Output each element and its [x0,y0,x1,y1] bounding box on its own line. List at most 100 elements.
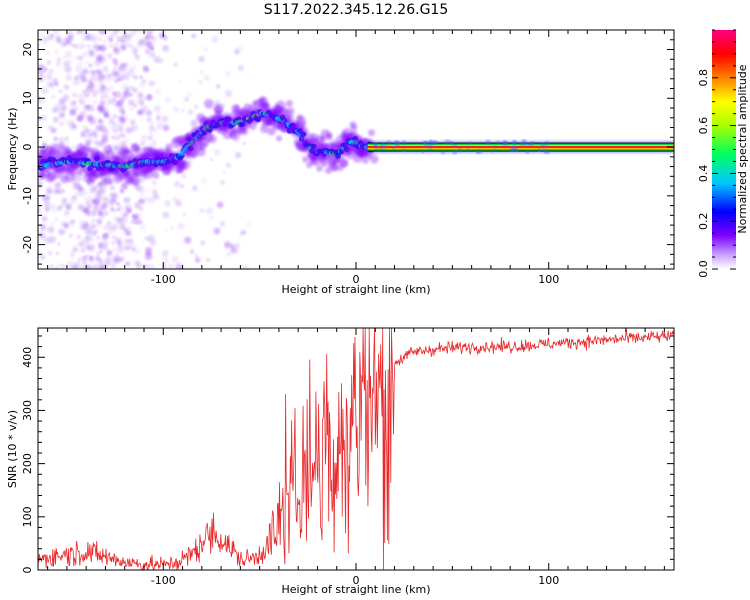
spectrogram-noise-mark [103,31,107,35]
spectrogram-noise-mark [43,200,51,208]
spectrogram-noise-mark [129,44,134,49]
spectrogram-noise-mark [58,121,64,127]
spectrogram-noise-mark [79,265,86,269]
spectrogram-noise-mark [24,172,27,175]
spectrogram-band-speckle [521,140,528,147]
spectrogram-noise-mark [146,41,153,48]
spectrogram-noise-mark [77,93,84,100]
spectrogram-noise-mark [182,212,187,217]
spectrogram-noise-mark [133,103,137,108]
spectrogram-noise-mark [83,104,90,111]
spectrogram-noise-mark [165,229,170,233]
spectrogram-noise-mark [52,77,59,84]
spectrogram-noise-mark [88,205,92,209]
spectrogram-noise-mark [117,74,125,81]
spectrogram-noise-mark [81,223,89,231]
spectrogram-noise-mark [112,99,116,103]
spectrogram-band-speckle [511,145,518,151]
spectrogram-noise-mark [120,63,125,68]
spectrogram-noise-mark [128,99,135,106]
spectrogram-band-speckle [512,140,517,144]
spectrogram-noise-mark [49,82,55,88]
snr-ytick-label: 0 [21,567,34,574]
spectrogram-noise-mark [241,264,249,269]
spectrogram-noise-mark [113,66,117,70]
spectrogram-noise-mark [121,111,125,115]
spectrogram-noise-mark [148,80,155,87]
spectrogram-noise-mark [85,61,89,65]
spectrogram-noise-mark [187,109,194,115]
spectrogram-band-speckle [394,140,401,147]
snr-xtick-label: 100 [538,574,559,587]
spectrogram-ridge-mark [322,143,330,151]
spectrogram-band-speckle [452,149,458,155]
spectrogram-noise-mark [98,109,105,115]
spectrogram-noise-mark [79,43,86,50]
spectrogram-ridge-mark [165,143,173,151]
spectrogram-noise-mark [219,220,226,227]
spectrogram-noise-mark [184,236,192,244]
spectrogram-noise-mark [94,255,101,262]
spectrogram-noise-mark [91,265,96,269]
spectrogram-noise-mark [99,91,104,96]
spectrogram-noise-mark [235,151,242,159]
spectrogram-noise-mark [51,107,58,113]
spectrogram-noise-mark [198,55,205,62]
spectrogram-noise-mark [101,206,106,211]
spectrogram-ridge-mark [181,160,191,170]
spectrogram-band-speckle [401,140,407,146]
spectrogram-band-speckle [475,150,480,155]
spectrogram-noise-mark [216,201,224,209]
spectrogram-noise-mark [156,114,161,119]
spectrogram-noise-mark [82,37,86,41]
spectrogram-marks [24,30,674,269]
spectrogram-noise-mark [215,227,222,234]
spectrogram-noise-mark [128,93,133,98]
spectrogram-noise-mark [141,84,145,88]
spectrogram-band-speckle [381,142,387,149]
spectrogram-noise-mark [131,219,136,225]
spectrogram-noise-mark [88,64,93,68]
spectrogram-noise-mark [110,185,115,191]
spectrogram-noise-mark [79,191,83,195]
spectrogram-noise-mark [39,253,46,260]
spectrogram-noise-mark [66,31,75,39]
spectrogram-noise-mark [112,121,118,127]
spectrogram-noise-mark [39,224,47,231]
spectrogram-noise-mark [134,221,139,225]
spectrogram-noise-mark [92,224,97,229]
snr-axes: -100 0 100 0 100 200 300 400 [21,328,674,587]
spectrogram-noise-mark [103,224,109,231]
spectrogram-noise-mark [151,140,157,147]
spectrogram-noise-mark [224,241,232,249]
spectrogram-band-speckle [530,140,535,146]
spectrogram-noise-mark [75,191,81,197]
spectrogram-band-speckle [424,145,428,149]
spectrogram-noise-mark [87,44,91,49]
spectrogram-noise-mark [47,226,55,234]
spectrogram-noise-mark [141,134,148,142]
spectrogram-noise-mark [24,163,29,168]
snr-xlabel: Height of straight line (km) [281,583,430,596]
spectrogram-noise-mark [80,131,87,137]
spectrogram-noise-mark [121,45,126,50]
spectrogram-noise-mark [104,112,110,119]
spectrogram-noise-mark [108,85,114,91]
colorbar: 0.0 0.2 0.4 0.6 0.8 Normalized spectral ampl… [697,29,749,278]
spectrogram-ridge-mark [104,177,113,185]
spectrogram-ridge-mark [76,170,83,177]
spectrogram-noise-mark [175,199,182,207]
spectrogram-band-speckle [476,148,483,155]
spectrogram-noise-mark [112,246,118,252]
spectrogram-noise-mark [110,30,118,38]
spectrogram-ridge-mark [189,149,199,159]
spectrogram-band-speckle [509,145,516,152]
spectrogram-noise-mark [54,34,61,40]
spectrogram-noise-mark [101,133,109,141]
spectrogram-noise-mark [30,171,35,176]
spectrogram-ridge-mark [276,135,283,142]
spectrogram-noise-mark [136,97,145,105]
spectrogram-xtick-label: 100 [538,273,559,286]
spectrogram-noise-mark [144,236,149,241]
